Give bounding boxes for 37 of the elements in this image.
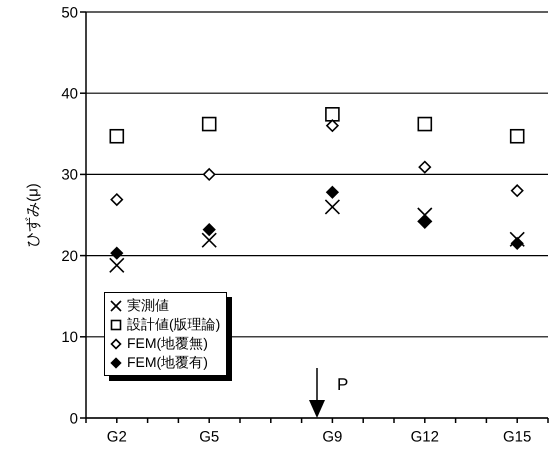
point (510, 184, 524, 197)
point (418, 160, 432, 174)
y-axis-title: ひずみ(μ) (24, 183, 42, 247)
point (326, 186, 339, 199)
point (509, 232, 525, 248)
y-tick-label: 40 (61, 86, 78, 103)
x-tick-label: G12 (410, 428, 439, 446)
legend-label: 実測値 (127, 296, 169, 315)
x-tick-label: G15 (503, 428, 532, 446)
y-tick-label: 50 (61, 4, 78, 22)
point (110, 128, 124, 144)
x-tick-label: G9 (322, 428, 342, 446)
point (202, 116, 216, 132)
y-tick-label: 30 (61, 166, 78, 184)
point (201, 232, 217, 248)
x-tick-label: G5 (199, 428, 220, 446)
point (510, 128, 524, 144)
point (325, 107, 340, 122)
y-tick-label: 0 (70, 410, 78, 428)
x-tick-label: G2 (106, 428, 127, 446)
point (109, 258, 125, 274)
point (110, 246, 124, 260)
point (326, 119, 339, 132)
point (324, 199, 340, 215)
annotation: P (337, 375, 348, 394)
point (418, 216, 432, 229)
y-tick-label: 10 (61, 329, 78, 346)
legend-label: 設計値(版理論) (127, 315, 220, 334)
legend-label: FEM(地覆有) (127, 353, 208, 372)
point (417, 207, 433, 223)
point (202, 223, 216, 236)
point (202, 168, 216, 181)
point (110, 193, 124, 206)
point (510, 237, 524, 250)
point (418, 116, 432, 132)
legend-label: FEM(地覆無) (127, 334, 208, 353)
y-tick-label: 20 (61, 248, 78, 265)
